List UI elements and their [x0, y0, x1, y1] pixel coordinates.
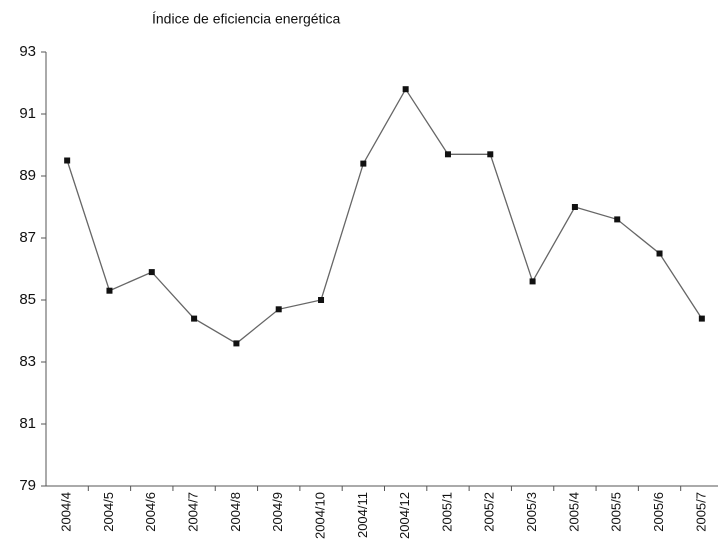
x-tick-label: 2004/9 [270, 492, 285, 532]
y-tick-label: 89 [19, 167, 36, 184]
x-tick-label: 2005/5 [609, 492, 624, 532]
x-tick-label: 2004/4 [59, 492, 74, 532]
marker [360, 160, 367, 167]
x-tick-label: 2004/8 [228, 492, 243, 532]
marker [233, 340, 240, 347]
y-tick-label: 79 [19, 477, 36, 494]
y-tick-label: 83 [19, 353, 36, 370]
x-tick-label: 2005/6 [651, 492, 666, 532]
marker [318, 297, 325, 303]
marker [191, 315, 198, 322]
x-tick-label: 2005/3 [524, 492, 539, 532]
marker [444, 151, 451, 158]
marker [698, 315, 705, 322]
x-tick-label: 2004/12 [397, 492, 412, 539]
marker [106, 287, 113, 294]
x-tick-label: 2004/7 [186, 492, 201, 532]
y-tick-label: 85 [19, 291, 36, 308]
marker [402, 86, 409, 93]
line [66, 87, 703, 345]
x-tick-label: 2004/10 [312, 492, 327, 539]
marker [487, 151, 494, 158]
chart-title: Índice de eficiencia energética [152, 11, 341, 27]
x-tick-label: 2004/11 [355, 492, 370, 538]
marker [529, 278, 536, 285]
x-tick-label: 2005/7 [693, 492, 708, 532]
marker [656, 250, 663, 257]
y-tick-label: 91 [19, 105, 36, 122]
x-tick-label: 2004/6 [143, 492, 158, 532]
marker [614, 216, 621, 223]
marker [148, 269, 155, 276]
x-tick-label: 2005/1 [439, 492, 454, 532]
y-tick-label: 93 [19, 43, 36, 60]
x-tick-label: 2004/5 [101, 492, 116, 532]
x-tick-label: 2005/4 [566, 492, 581, 532]
marker [64, 157, 71, 164]
y-tick-label: 81 [19, 415, 36, 432]
x-tick-label: 2005/2 [482, 492, 497, 532]
y-tick-label: 87 [19, 229, 36, 246]
marker [275, 306, 282, 313]
marker [571, 204, 578, 210]
